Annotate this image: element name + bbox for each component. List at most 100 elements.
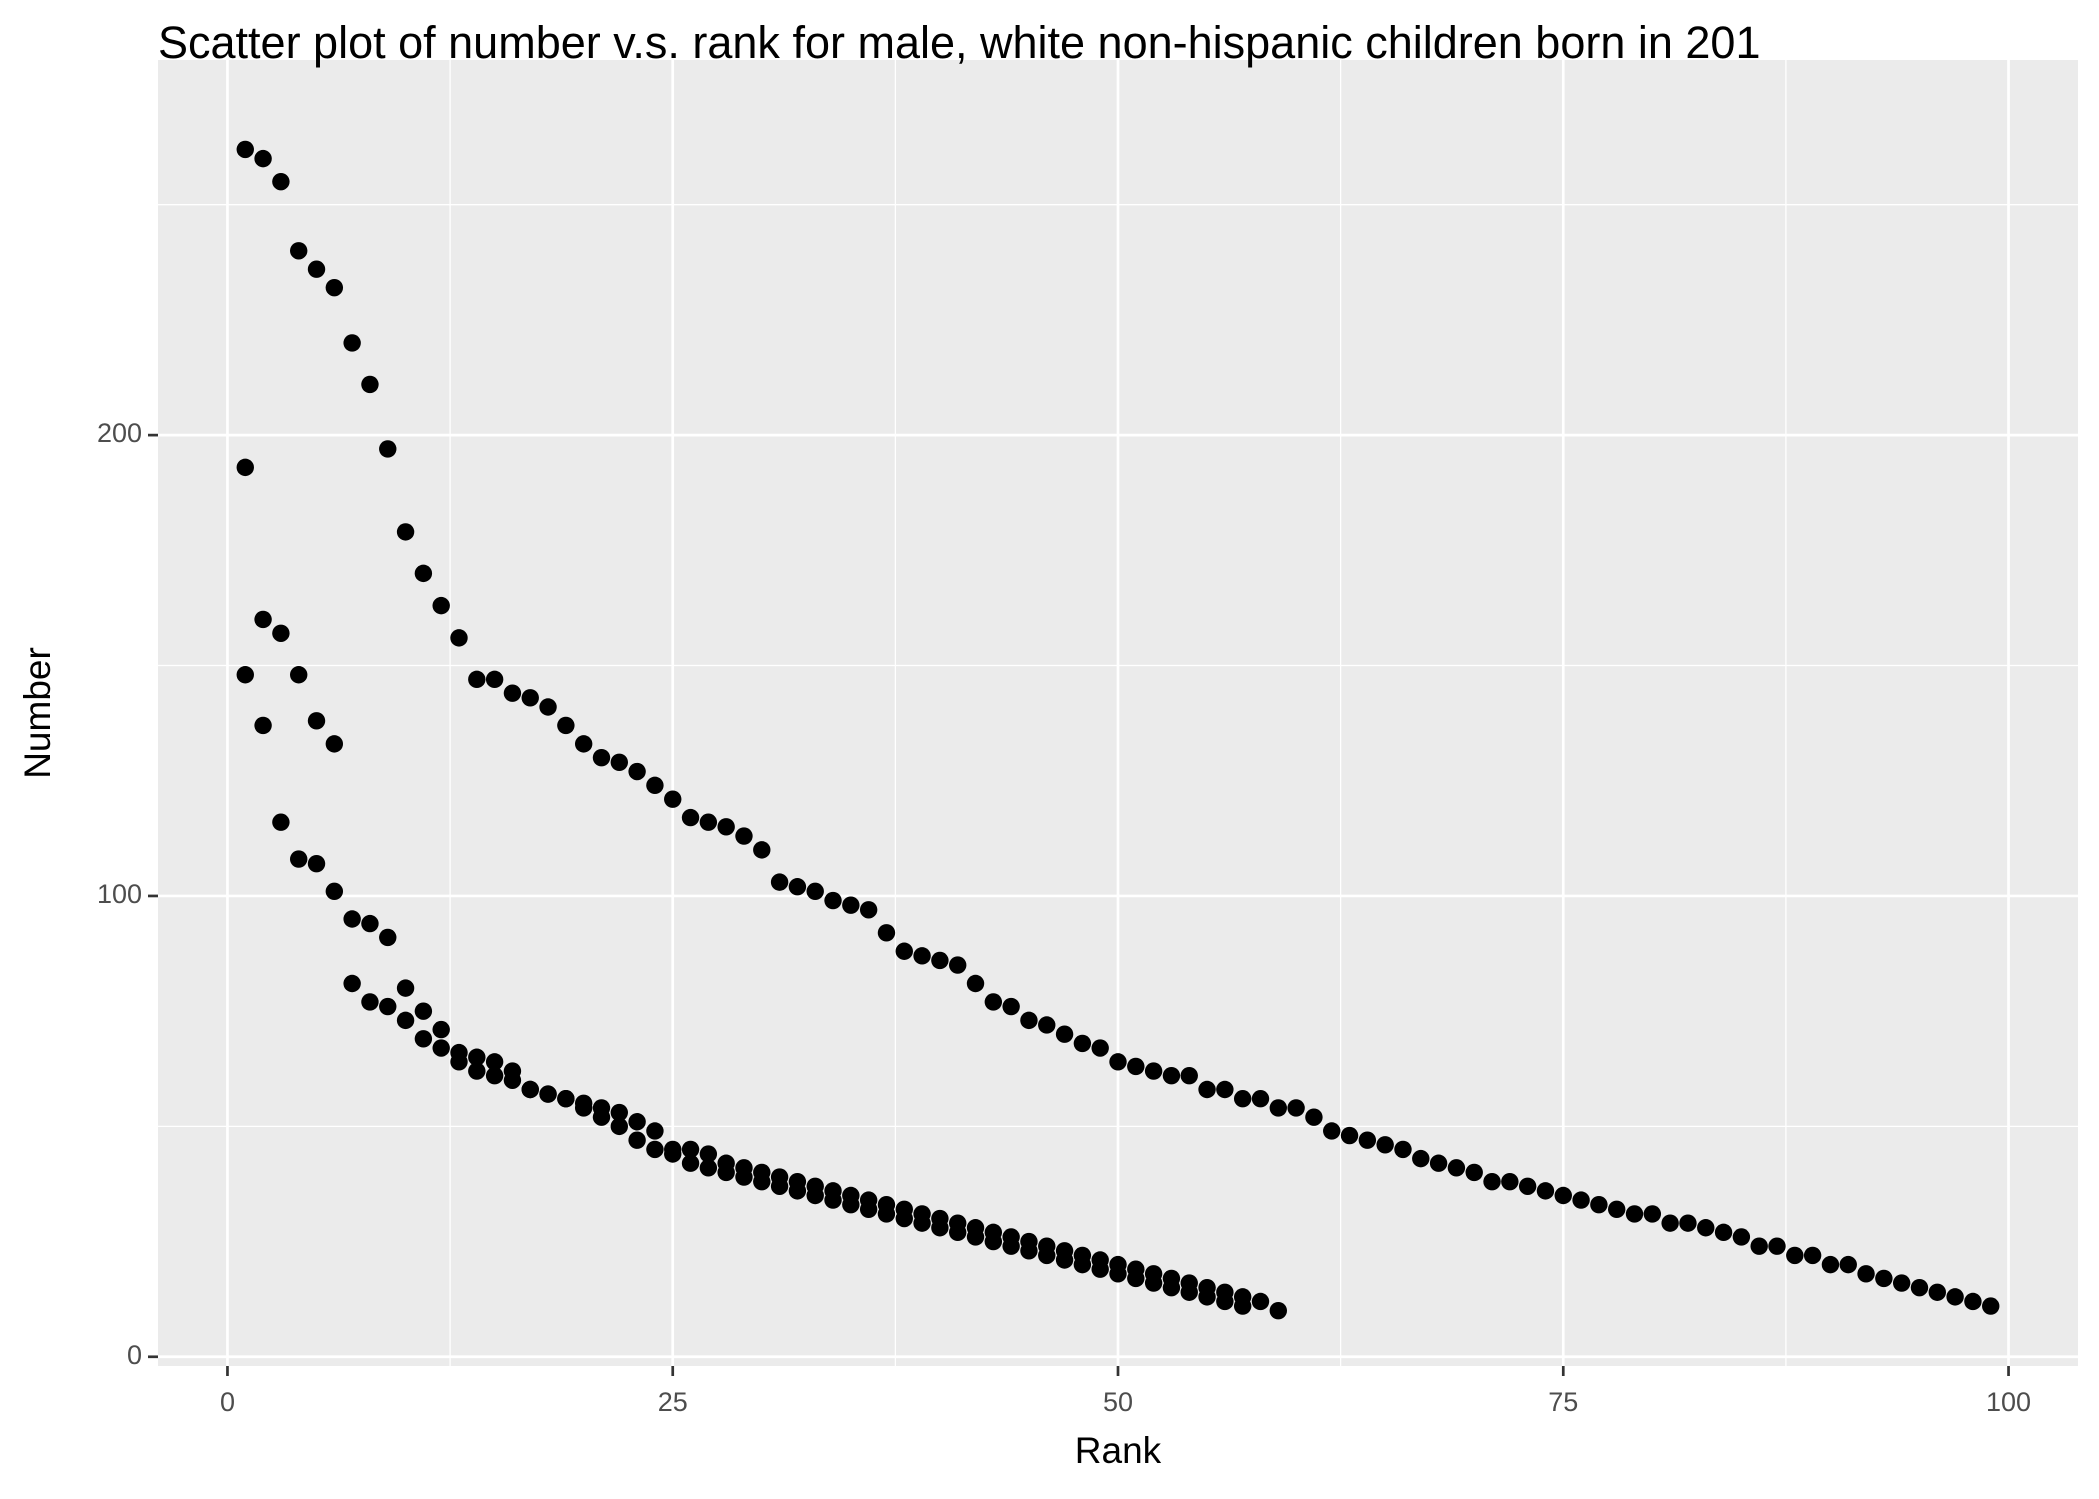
- point: [379, 440, 397, 458]
- point: [325, 882, 344, 901]
- point: [557, 716, 575, 735]
- point: [1786, 1246, 1804, 1265]
- point: [343, 910, 361, 928]
- point: [1180, 1283, 1198, 1301]
- point: [450, 629, 468, 647]
- y-tick-label: 100: [97, 879, 142, 909]
- point: [1073, 1255, 1092, 1274]
- point: [1233, 1297, 1252, 1315]
- point: [468, 1062, 486, 1080]
- point: [1216, 1080, 1234, 1099]
- x-tick-label: 25: [658, 1387, 688, 1417]
- point: [307, 854, 326, 873]
- point: [788, 878, 807, 896]
- point: [1982, 1297, 2000, 1315]
- point: [753, 1172, 771, 1191]
- point: [646, 1122, 664, 1140]
- point: [717, 1163, 735, 1182]
- point: [1857, 1265, 1875, 1283]
- point: [1251, 1090, 1270, 1108]
- y-tick-label: 0: [127, 1340, 142, 1370]
- point: [307, 712, 326, 730]
- point: [290, 242, 308, 260]
- point: [681, 808, 700, 827]
- point: [806, 882, 824, 901]
- point: [1625, 1205, 1644, 1223]
- point: [236, 458, 254, 477]
- point: [521, 689, 539, 707]
- point: [699, 1145, 718, 1163]
- point: [824, 1191, 842, 1209]
- point: [949, 956, 967, 974]
- point: [1323, 1122, 1341, 1140]
- point: [1038, 1016, 1056, 1034]
- point: [1144, 1274, 1163, 1292]
- point: [1608, 1200, 1626, 1219]
- point: [1501, 1172, 1519, 1191]
- point: [450, 1053, 468, 1071]
- point: [307, 260, 326, 278]
- point: [1073, 1034, 1092, 1053]
- point: [913, 947, 931, 965]
- point: [949, 1223, 967, 1242]
- y-axis-title: Number: [17, 647, 58, 779]
- point: [681, 1154, 700, 1172]
- points: [236, 140, 2000, 1320]
- point: [877, 924, 896, 942]
- point: [1091, 1260, 1109, 1278]
- point: [913, 1214, 931, 1232]
- point: [1750, 1237, 1768, 1255]
- x-axis-title: Rank: [1075, 1430, 1162, 1471]
- point: [1055, 1251, 1074, 1269]
- point: [984, 993, 1003, 1011]
- point: [895, 1209, 913, 1228]
- point: [735, 1168, 753, 1186]
- point: [272, 813, 290, 831]
- point: [503, 684, 522, 702]
- point: [485, 1066, 504, 1085]
- point: [610, 1117, 628, 1136]
- point: [1162, 1278, 1181, 1297]
- point: [1875, 1269, 1893, 1288]
- point: [1269, 1099, 1287, 1117]
- point: [1964, 1292, 1982, 1311]
- point: [664, 1145, 682, 1163]
- point: [966, 1228, 985, 1246]
- point: [1305, 1108, 1323, 1126]
- point: [770, 1177, 789, 1195]
- point: [325, 735, 344, 753]
- point: [343, 334, 361, 352]
- point: [1429, 1154, 1448, 1172]
- point: [1679, 1214, 1697, 1232]
- point: [628, 762, 646, 781]
- point: [610, 753, 628, 772]
- point: [1697, 1219, 1715, 1237]
- x-tick-label: 0: [220, 1387, 235, 1417]
- point: [1020, 1242, 1038, 1260]
- point: [592, 749, 611, 767]
- point: [984, 1232, 1003, 1251]
- point: [432, 596, 450, 615]
- point: [735, 827, 753, 845]
- point: [485, 1053, 504, 1071]
- point: [396, 1011, 415, 1030]
- point: [1251, 1292, 1270, 1311]
- point: [468, 670, 486, 689]
- point: [877, 1205, 896, 1223]
- point: [628, 1113, 646, 1131]
- point: [272, 172, 290, 191]
- point: [1447, 1159, 1466, 1177]
- point: [753, 841, 771, 859]
- point: [574, 1099, 593, 1117]
- point: [396, 523, 415, 541]
- point: [1483, 1172, 1501, 1191]
- point: [1661, 1214, 1679, 1232]
- point: [539, 698, 557, 716]
- point: [895, 942, 913, 960]
- point: [966, 974, 985, 993]
- point: [414, 1030, 433, 1048]
- point: [254, 716, 272, 735]
- point: [824, 891, 842, 910]
